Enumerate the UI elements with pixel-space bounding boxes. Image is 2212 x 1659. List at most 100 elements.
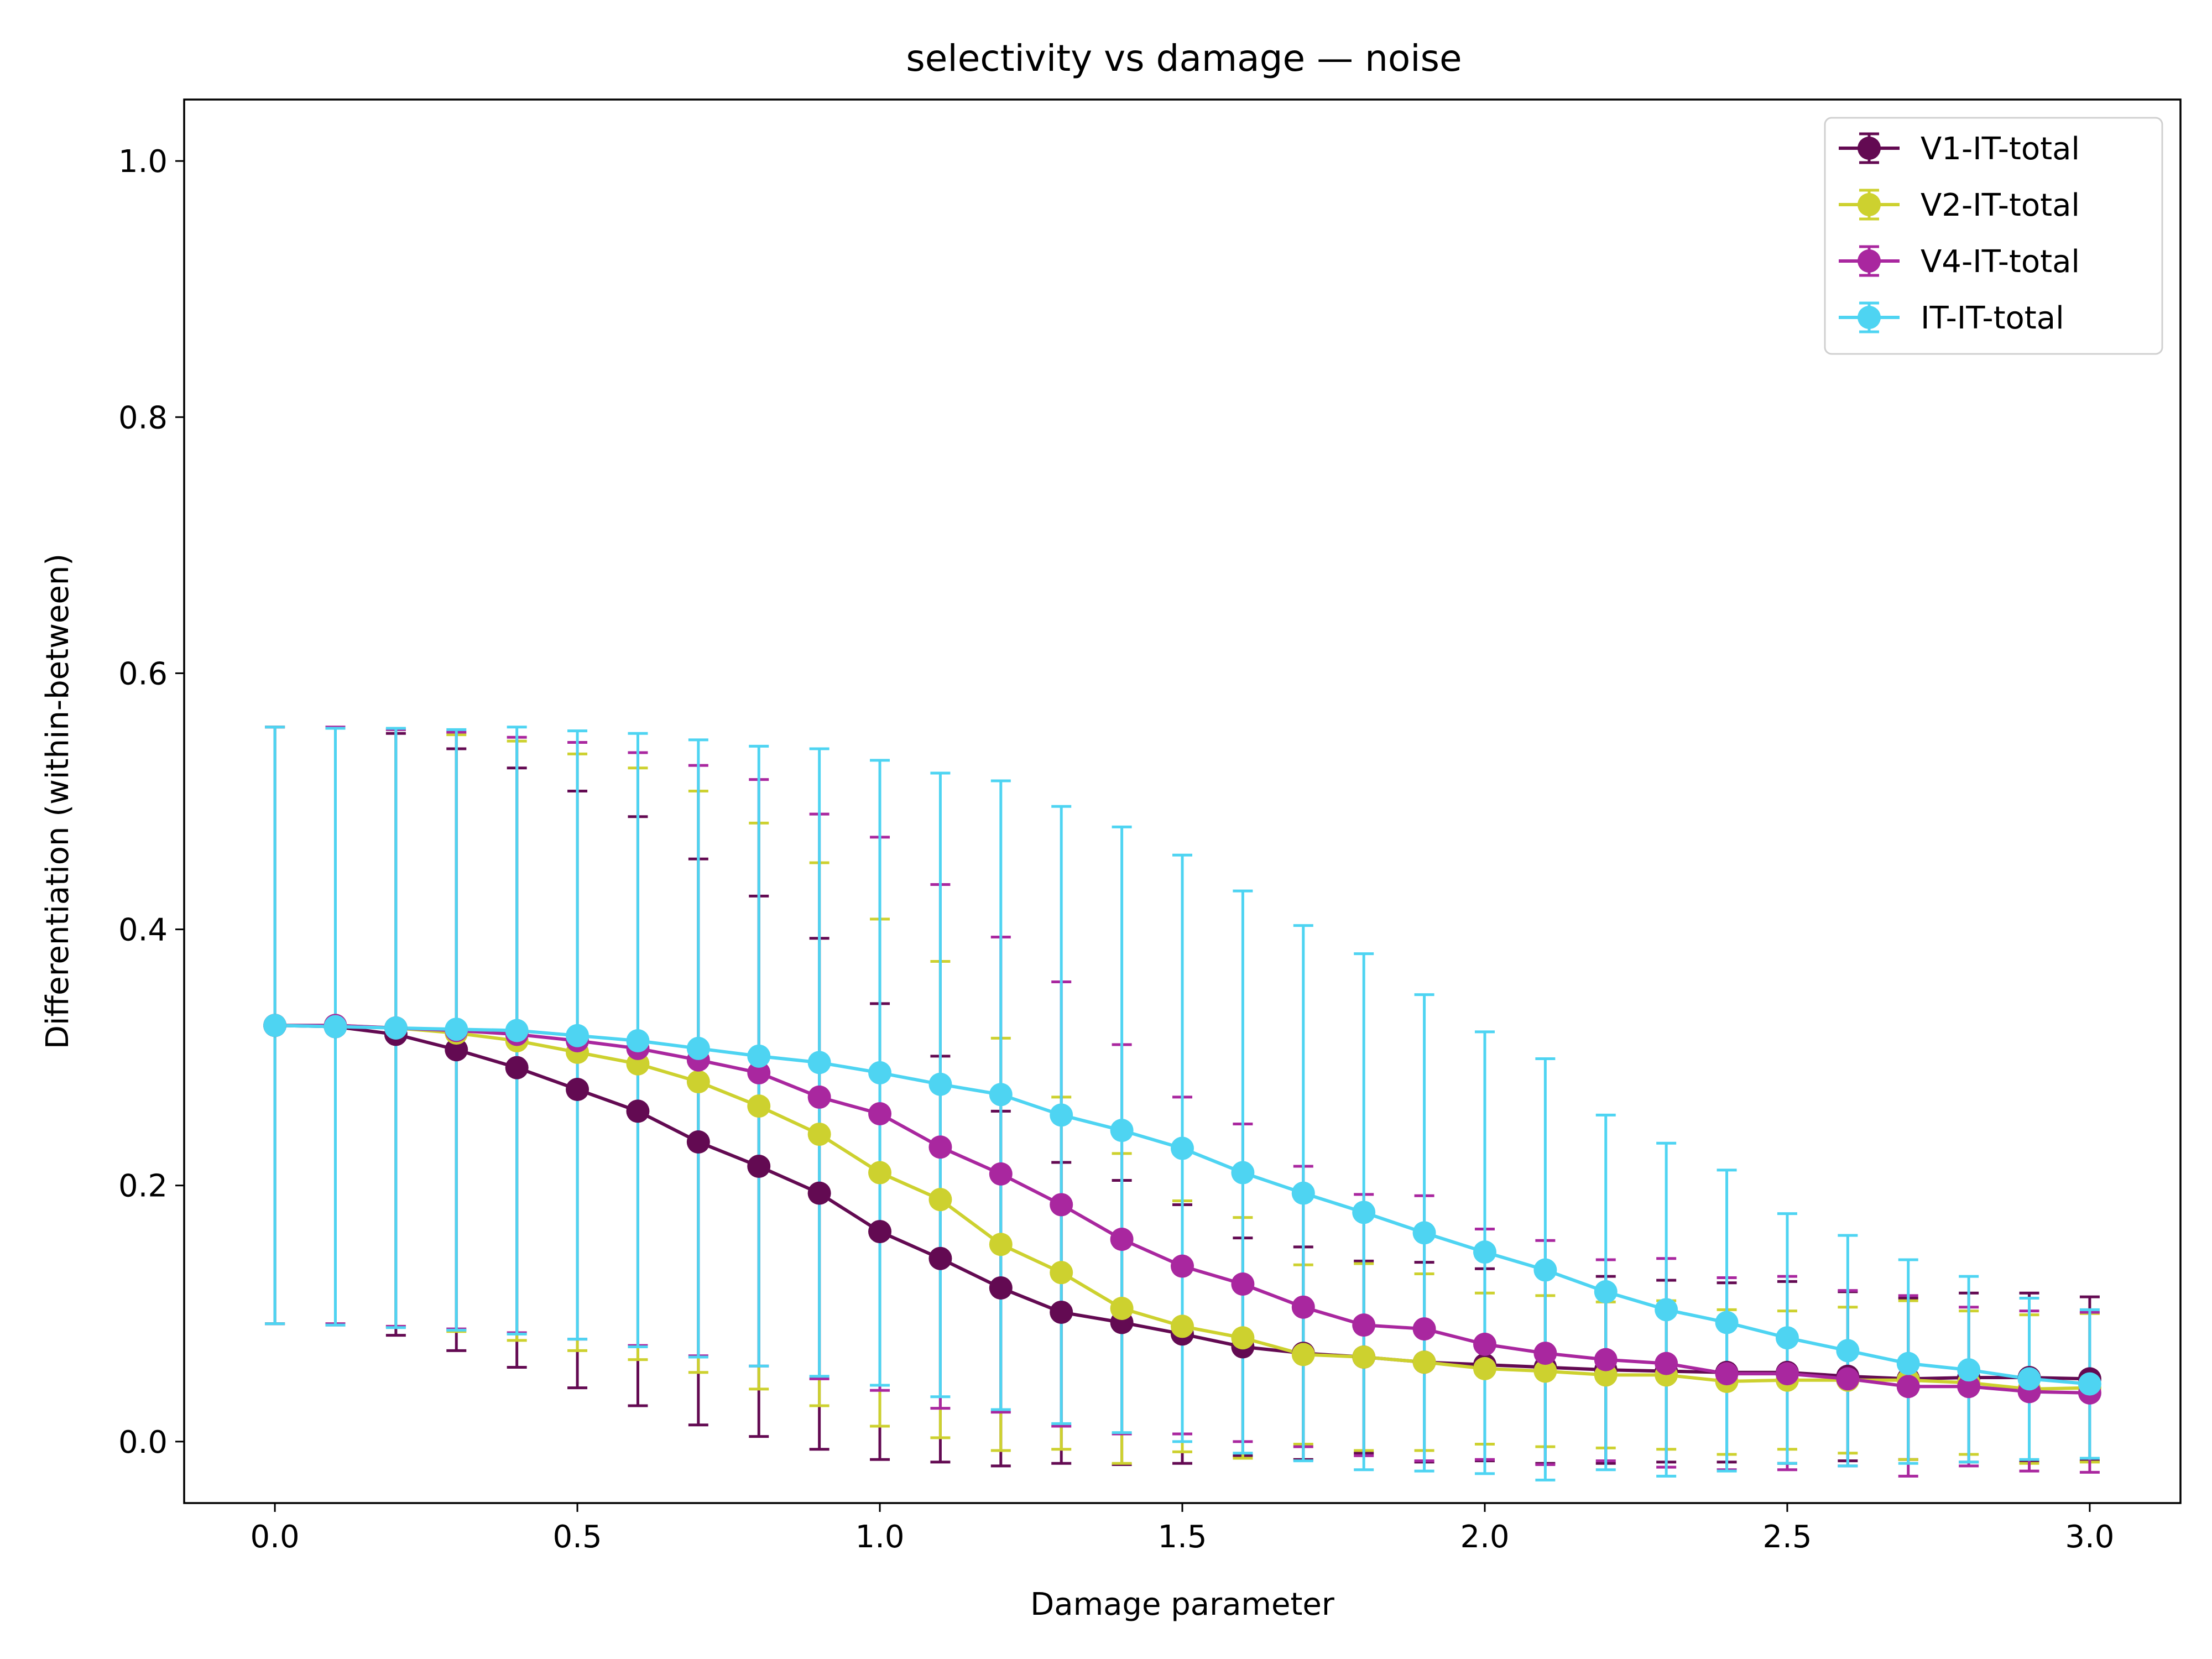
legend: V1-IT-total V2-IT-total V4-IT-total IT-IT-t… [1824,117,2163,355]
it-it-total-point [2078,1372,2101,1396]
it-it-total-point [1291,1181,1315,1205]
v1-it-total-point [1050,1300,1073,1324]
v2-it-total-point [686,1070,710,1094]
x-tick-label: 1.0 [855,1519,904,1555]
v4-it-total-point [1896,1375,1920,1399]
it-it-total-point [445,1018,468,1041]
v4-it-total-point [1836,1367,1860,1391]
y-tick-label: 1.0 [118,144,168,180]
v1-it-total-point [566,1078,589,1102]
legend-item-v1-it-total: V1-IT-total [1839,131,2080,167]
it-it-total-point [566,1024,589,1047]
v4-it-total-point [868,1102,892,1126]
v2-it-total-point [1352,1345,1376,1369]
it-it-total-point [324,1015,347,1039]
legend-label: V4-IT-total [1921,244,2080,280]
v2-it-total-point [807,1123,831,1146]
v1-it-total-point [626,1099,650,1123]
v2-it-total-point [1412,1350,1436,1374]
v1-it-total-point [868,1220,892,1244]
v2-it-total-point [1291,1343,1315,1366]
legend-item-it-it-total: IT-IT-total [1839,300,2064,336]
x-tick-label: 1.5 [1157,1519,1207,1555]
x-tick-label: 2.5 [1762,1519,1812,1555]
it-it-total-point [1957,1358,1981,1382]
legend-swatch-marker [1858,193,1881,216]
v4-it-total-point [1110,1227,1134,1251]
it-it-total-point [1050,1103,1073,1127]
y-tick-label: 0.8 [118,400,168,436]
v4-it-total-point [1050,1193,1073,1217]
v4-it-total-point [1171,1254,1194,1278]
v4-it-total-point [1231,1272,1255,1296]
v4-it-total-point [989,1162,1013,1186]
v4-it-total-point [1715,1362,1739,1386]
it-it-total-point [1473,1240,1496,1264]
v4-it-total-point [807,1085,831,1109]
legend-label: V2-IT-total [1921,187,2080,223]
v2-it-total-point [747,1094,771,1118]
v4-it-total-point [1412,1317,1436,1341]
it-it-total-point [1352,1201,1376,1224]
it-it-total-point [1231,1161,1255,1185]
it-it-total-point [626,1029,650,1053]
v4-it-total-point [1533,1342,1557,1365]
v2-it-total-point [989,1233,1013,1256]
x-axis-ticks: 0.0 0.5 1.0 1.5 2.0 2.5 3.0 [251,1503,2114,1555]
it-it-total-point [1655,1298,1678,1322]
v1-it-total-point [445,1038,468,1062]
it-it-total-point [928,1072,952,1096]
series-markers [263,1014,2101,1405]
it-it-total-point [747,1044,771,1068]
legend-items: V1-IT-total V2-IT-total V4-IT-total IT-IT-t… [1839,131,2080,336]
v1-it-total-point [686,1130,710,1154]
v4-it-total-point [1291,1295,1315,1319]
it-it-total-point [1533,1258,1557,1282]
y-axis-label: Differentiation (within-between) [40,554,76,1049]
v2-it-total-point [1110,1297,1134,1321]
it-it-total-point [807,1051,831,1074]
v4-it-total-point [1655,1352,1678,1375]
y-tick-label: 0.6 [118,656,168,692]
v2-it-total-point [1171,1314,1194,1338]
it-it-total-point [384,1016,408,1040]
it-it-total-point [505,1019,529,1042]
v4-it-total-point [1473,1332,1496,1356]
y-axis-ticks: 0.0 0.2 0.4 0.6 0.8 1.0 [118,144,184,1460]
plot-area [263,726,2101,1481]
legend-swatch-marker [1858,306,1881,329]
it-it-total-point [1594,1280,1618,1303]
legend-swatch-marker [1858,137,1881,160]
legend-label: V1-IT-total [1921,131,2080,167]
it-it-total-point [1715,1311,1739,1334]
y-tick-label: 0.4 [118,912,168,948]
x-tick-label: 0.0 [251,1519,300,1555]
v1-it-total-point [807,1181,831,1205]
v1-it-total-point [989,1276,1013,1300]
v2-it-total-point [1533,1359,1557,1383]
v2-it-total-point [1050,1261,1073,1285]
legend-label: IT-IT-total [1921,300,2064,336]
x-tick-label: 3.0 [2065,1519,2114,1555]
y-tick-label: 0.2 [118,1168,168,1204]
v2-it-total-point [1473,1357,1496,1380]
v4-it-total-point [747,1061,771,1084]
legend-frame [1824,117,2163,355]
it-it-total-point [1412,1221,1436,1245]
it-it-total-point [1836,1339,1860,1363]
it-it-total-point [868,1061,892,1084]
v4-it-total-point [1352,1313,1376,1337]
it-it-total-point [1775,1326,1799,1350]
v2-it-total-point [928,1188,952,1212]
v4-it-total-point [1594,1348,1618,1371]
legend-item-v4-it-total: V4-IT-total [1839,244,2080,280]
x-axis-label: Damage parameter [1030,1587,1335,1623]
x-tick-label: 0.5 [553,1519,602,1555]
it-it-total-point [1171,1136,1194,1160]
v1-it-total-point [747,1154,771,1178]
v4-it-total-point [1957,1375,1981,1399]
v2-it-total-point [868,1161,892,1185]
it-it-total-point [263,1014,287,1037]
it-it-total-point [1110,1119,1134,1142]
